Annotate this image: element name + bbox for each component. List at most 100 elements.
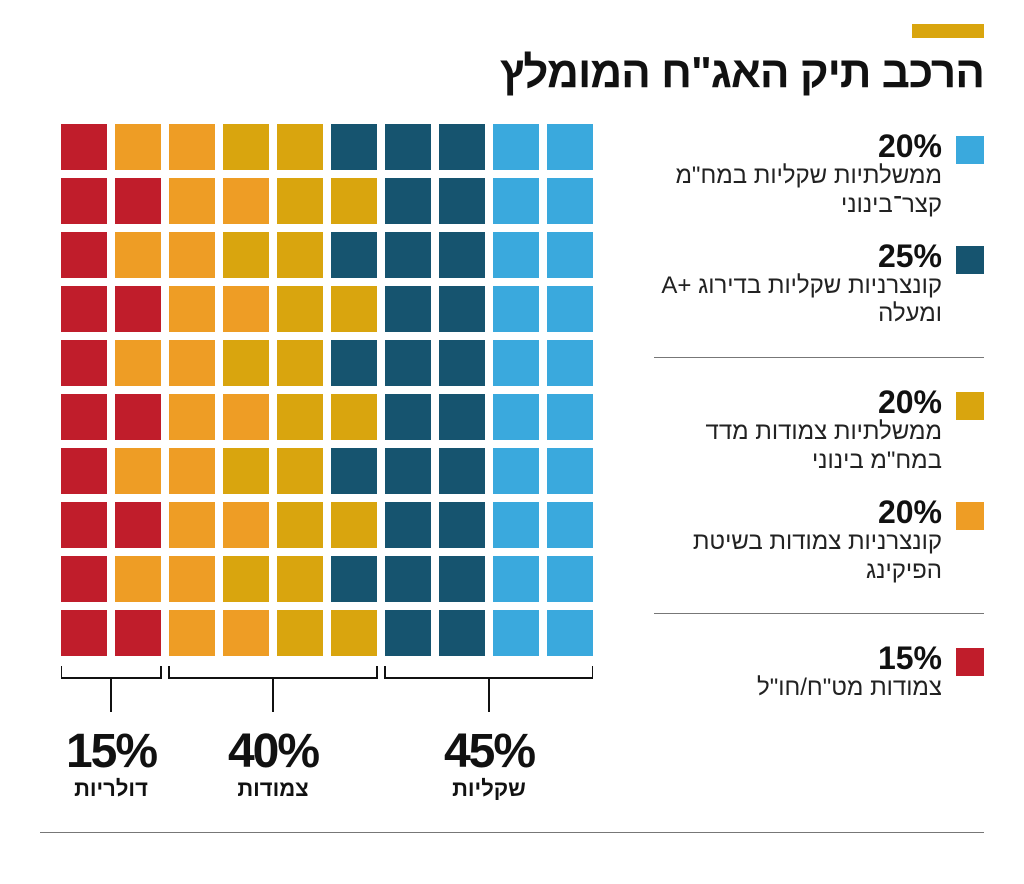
waffle-cell xyxy=(277,610,323,656)
legend-swatch xyxy=(956,246,984,274)
waffle-cell xyxy=(385,448,431,494)
waffle-cell xyxy=(385,178,431,224)
waffle-cell xyxy=(115,556,161,602)
brackets-svg xyxy=(61,662,593,732)
waffle-cell xyxy=(331,448,377,494)
waffle-cell xyxy=(493,556,539,602)
waffle-cell xyxy=(439,340,485,386)
content-row: 20%ממשלתיות שקליות במח"מ קצר־בינוני25%קו… xyxy=(40,124,984,808)
summary-item: 15%דולריות xyxy=(61,728,161,802)
waffle-cell xyxy=(277,448,323,494)
waffle-cell xyxy=(277,124,323,170)
waffle-cell xyxy=(115,394,161,440)
waffle-cell xyxy=(493,232,539,278)
waffle-cell xyxy=(223,610,269,656)
waffle-cell xyxy=(439,448,485,494)
legend-item: 15%צמודות מט"ח/חו"ל xyxy=(654,636,984,717)
waffle-cell xyxy=(385,232,431,278)
legend-column: 20%ממשלתיות שקליות במח"מ קצר־בינוני25%קו… xyxy=(654,124,984,808)
waffle-chart xyxy=(61,124,593,656)
summary-percent: 15% xyxy=(61,728,161,776)
waffle-cell xyxy=(385,394,431,440)
legend-text: 15%צמודות מט"ח/חו"ל xyxy=(757,642,942,703)
waffle-cell xyxy=(61,340,107,386)
waffle-cell xyxy=(547,610,593,656)
waffle-cell xyxy=(169,556,215,602)
waffle-cell xyxy=(169,286,215,332)
waffle-cell xyxy=(439,502,485,548)
page: הרכב תיק האג"ח המומלץ 20%ממשלתיות שקליות… xyxy=(0,0,1024,884)
legend-description: ממשלתיות צמודות מדד במח"מ בינוני xyxy=(654,418,942,476)
waffle-cell xyxy=(277,178,323,224)
waffle-cell xyxy=(223,556,269,602)
waffle-cell xyxy=(547,556,593,602)
waffle-cell xyxy=(331,610,377,656)
waffle-cell xyxy=(169,124,215,170)
waffle-cell xyxy=(61,448,107,494)
waffle-cell xyxy=(493,394,539,440)
legend-description: קונצרניות צמודות בשיטת הפיקינג xyxy=(654,528,942,586)
waffle-cell xyxy=(385,556,431,602)
waffle-cell xyxy=(115,610,161,656)
waffle-cell xyxy=(493,286,539,332)
waffle-cell xyxy=(169,610,215,656)
waffle-cell xyxy=(223,286,269,332)
waffle-cell xyxy=(331,502,377,548)
waffle-cell xyxy=(439,286,485,332)
waffle-cell xyxy=(547,286,593,332)
waffle-cell xyxy=(439,394,485,440)
legend-separator xyxy=(654,613,984,614)
waffle-cell xyxy=(493,448,539,494)
legend-swatch xyxy=(956,502,984,530)
waffle-cell xyxy=(223,124,269,170)
waffle-cell xyxy=(331,340,377,386)
summary-label: צמודות xyxy=(169,776,377,802)
waffle-cell xyxy=(385,610,431,656)
waffle-cell xyxy=(547,502,593,548)
waffle-cell xyxy=(277,502,323,548)
waffle-cell xyxy=(223,340,269,386)
waffle-cell xyxy=(547,340,593,386)
legend-item: 20%ממשלתיות צמודות מדד במח"מ בינוני xyxy=(654,380,984,490)
waffle-cell xyxy=(223,232,269,278)
waffle-cell xyxy=(439,610,485,656)
waffle-cell xyxy=(331,178,377,224)
waffle-cell xyxy=(115,502,161,548)
waffle-cell xyxy=(493,502,539,548)
legend-item: 20%קונצרניות צמודות בשיטת הפיקינג xyxy=(654,490,984,600)
waffle-cell xyxy=(61,394,107,440)
waffle-cell xyxy=(439,556,485,602)
summary-label: דולריות xyxy=(61,776,161,802)
waffle-cell xyxy=(169,232,215,278)
summary-percent: 45% xyxy=(385,728,593,776)
waffle-cell xyxy=(61,178,107,224)
legend-description: צמודות מט"ח/חו"ל xyxy=(757,674,942,703)
waffle-cell xyxy=(61,124,107,170)
bracket-row xyxy=(61,662,593,732)
waffle-cell xyxy=(169,394,215,440)
waffle-cell xyxy=(385,286,431,332)
waffle-cell xyxy=(277,394,323,440)
legend-separator xyxy=(654,357,984,358)
waffle-cell xyxy=(493,610,539,656)
page-title: הרכב תיק האג"ח המומלץ xyxy=(40,48,984,98)
waffle-cell xyxy=(61,286,107,332)
waffle-cell xyxy=(277,340,323,386)
waffle-cell xyxy=(331,556,377,602)
waffle-cell xyxy=(547,178,593,224)
legend-percent: 20% xyxy=(654,386,942,418)
legend-description: קונצרניות שקליות בדירוג +A ומעלה xyxy=(654,272,942,330)
bracket xyxy=(169,666,377,712)
legend-description: ממשלתיות שקליות במח"מ קצר־בינוני xyxy=(654,162,942,220)
waffle-cell xyxy=(61,556,107,602)
waffle-cell xyxy=(115,286,161,332)
waffle-cell xyxy=(493,124,539,170)
waffle-cell xyxy=(439,124,485,170)
legend-percent: 20% xyxy=(654,130,942,162)
waffle-cell xyxy=(223,502,269,548)
legend-swatch xyxy=(956,136,984,164)
legend-text: 20%ממשלתיות שקליות במח"מ קצר־בינוני xyxy=(654,130,942,220)
waffle-cell xyxy=(169,178,215,224)
waffle-cell xyxy=(277,286,323,332)
accent-bar xyxy=(912,24,984,38)
